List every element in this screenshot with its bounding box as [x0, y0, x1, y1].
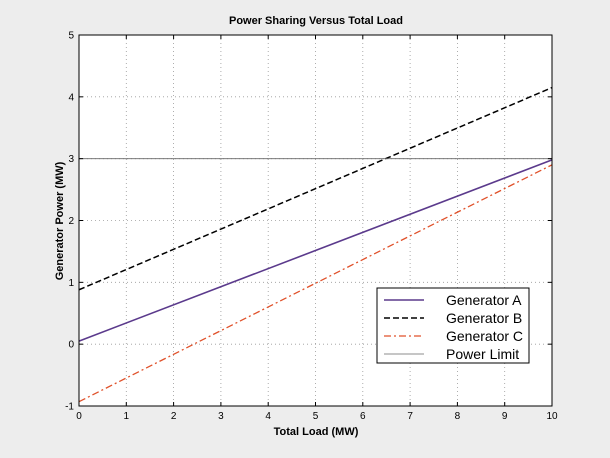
x-tick-label: 5 — [313, 411, 319, 422]
x-tick-label: 0 — [76, 411, 82, 422]
y-axis-label: Generator Power (MW) — [54, 161, 66, 280]
x-tick-label: 8 — [455, 411, 461, 422]
x-tick-labels: 0 1 2 3 4 5 6 7 8 9 10 — [76, 411, 558, 422]
series-line-generator-a — [78, 159, 553, 342]
y-tick-label: 0 — [68, 340, 74, 351]
y-tick-label: 1 — [68, 278, 74, 289]
legend-label-generator-a: Generator A — [446, 292, 522, 308]
x-tick-label: 10 — [546, 411, 558, 422]
legend-label-power-limit: Power Limit — [446, 346, 519, 362]
tick-marks — [78, 34, 553, 407]
legend-label-generator-c: Generator C — [446, 328, 523, 344]
x-tick-label: 3 — [218, 411, 224, 422]
x-tick-label: 2 — [171, 411, 177, 422]
series-line-generator-b — [78, 86, 553, 291]
legend-label-generator-b: Generator B — [446, 310, 522, 326]
y-tick-labels: -1 0 1 2 3 4 5 — [65, 31, 74, 413]
chart-title: Power Sharing Versus Total Load — [229, 15, 403, 27]
y-tick-label: -1 — [65, 402, 74, 413]
x-tick-label: 6 — [360, 411, 366, 422]
x-tick-label: 7 — [407, 411, 413, 422]
y-tick-label: 4 — [68, 92, 74, 103]
x-tick-label: 1 — [124, 411, 130, 422]
series-layer — [78, 86, 553, 403]
y-tick-label: 5 — [68, 31, 74, 42]
x-tick-label: 4 — [265, 411, 271, 422]
y-tick-label: 2 — [68, 216, 74, 227]
legend: Generator A Generator B Generator C Power L… — [376, 287, 530, 364]
x-axis-label: Total Load (MW) — [274, 426, 359, 438]
series-line-generator-c — [78, 164, 553, 403]
x-tick-label: 9 — [502, 411, 508, 422]
y-tick-label: 3 — [68, 154, 74, 165]
